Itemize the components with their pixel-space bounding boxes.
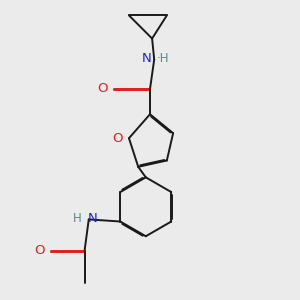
Text: H: H (73, 212, 81, 225)
Text: O: O (97, 82, 108, 95)
Text: ·H: ·H (157, 52, 170, 65)
Text: O: O (112, 132, 122, 145)
Text: N: N (88, 212, 98, 225)
Text: N: N (142, 52, 152, 65)
Text: O: O (34, 244, 44, 256)
